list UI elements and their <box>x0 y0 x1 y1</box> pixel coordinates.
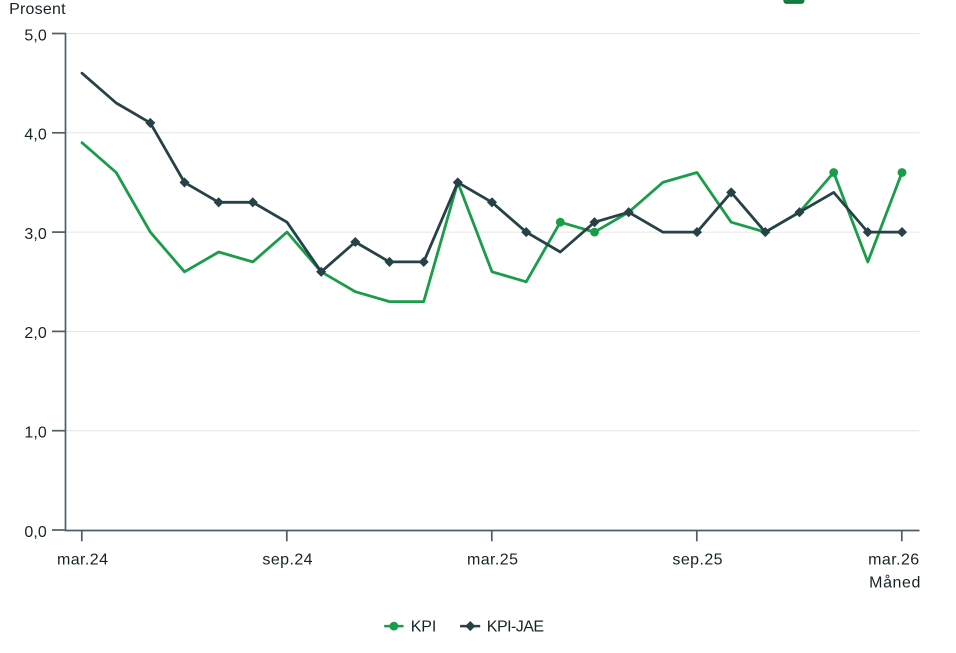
svg-text:Måned: Måned <box>869 574 921 592</box>
svg-text:mar.26: mar.26 <box>868 552 919 569</box>
svg-text:0,0: 0,0 <box>24 524 47 541</box>
svg-text:KPI: KPI <box>411 619 437 636</box>
svg-text:5,0: 5,0 <box>24 27 47 44</box>
svg-text:4,0: 4,0 <box>24 127 47 144</box>
svg-text:mar.24: mar.24 <box>57 552 108 569</box>
svg-text:1,0: 1,0 <box>24 425 47 442</box>
svg-text:3,0: 3,0 <box>24 226 47 243</box>
svg-text:sep.24: sep.24 <box>262 552 313 569</box>
svg-text:KPI-JAE: KPI-JAE <box>487 619 544 636</box>
svg-text:mar.25: mar.25 <box>467 552 518 569</box>
svg-text:sep.25: sep.25 <box>672 552 723 569</box>
svg-text:2,0: 2,0 <box>24 325 47 342</box>
svg-text:Prosent: Prosent <box>9 1 66 18</box>
